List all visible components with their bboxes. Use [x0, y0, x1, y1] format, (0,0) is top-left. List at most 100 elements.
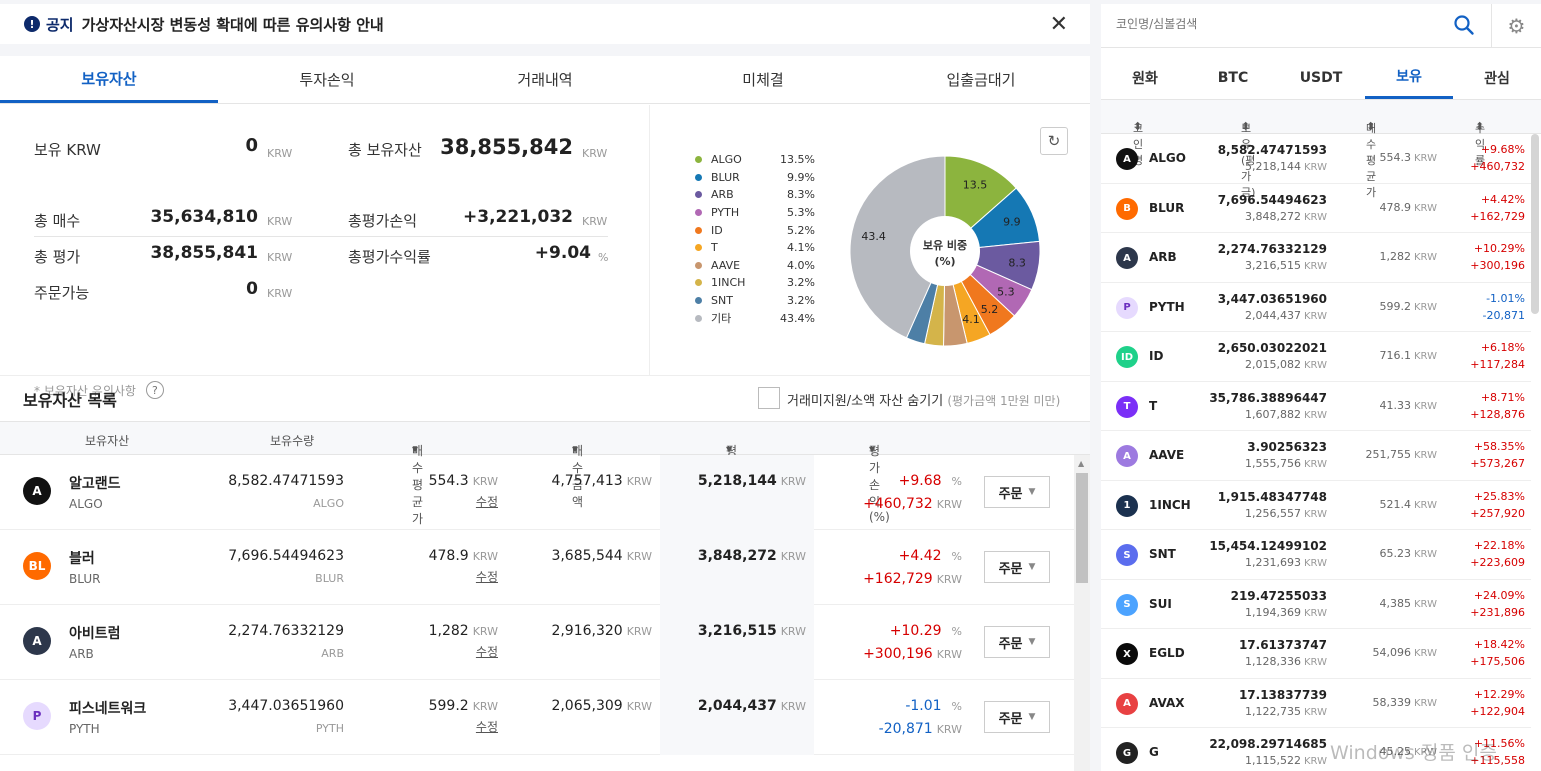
- order-button[interactable]: 주문 ▼: [984, 701, 1050, 733]
- pnl-percent: +10.29%: [890, 623, 962, 639]
- coin-list-scrollbar[interactable]: [1531, 134, 1539, 314]
- coin-row[interactable]: A ARB 2,274.76332129 3,216,515 KRW 1,282 KRW +1…: [1101, 233, 1531, 283]
- edit-avg-link[interactable]: 수정: [475, 495, 498, 509]
- legend-value: 5.3%: [787, 206, 815, 220]
- return-amount: +162,729: [1470, 209, 1525, 223]
- holding-qty: 3,447.03651960: [1217, 291, 1327, 306]
- legend-label: ALGO: [711, 153, 742, 167]
- coin-row[interactable]: B BLUR 7,696.54494623 3,848,272 KRW 478.9 KRW +…: [1101, 184, 1531, 233]
- coin-name[interactable]: 아비트럼: [69, 626, 121, 642]
- unit-label: KRW: [780, 475, 806, 488]
- coin-row[interactable]: P PYTH 3,447.03651960 2,044,437 KRW 599.2 KRW -…: [1101, 283, 1531, 332]
- avg-price: 599.2 KRW: [429, 698, 498, 714]
- tab-owned[interactable]: 보유: [1365, 56, 1453, 99]
- edit-avg-link[interactable]: 수정: [475, 570, 498, 584]
- avg-price: 65.23 KRW: [1380, 547, 1438, 560]
- coin-row[interactable]: ID ID 2,650.03022021 2,015,082 KRW 716.1 KRW +6…: [1101, 332, 1531, 382]
- tab-history[interactable]: 거래내역: [517, 71, 573, 89]
- tab-deposit-withdraw[interactable]: 입출금대기: [946, 71, 1016, 89]
- gear-icon[interactable]: ⚙: [1491, 4, 1541, 48]
- coin-row[interactable]: 1 1INCH 1,915.48347748 1,256,557 KRW 521.4 KRW…: [1101, 481, 1531, 530]
- total-eval-label: 총 평가: [34, 248, 81, 266]
- pie-slice[interactable]: [849, 155, 946, 339]
- unit-label: KRW: [1304, 162, 1327, 173]
- coin-row[interactable]: S SNT 15,454.12499102 1,231,693 KRW 65.23 KRW +…: [1101, 530, 1531, 580]
- eval-amount-value: 5,218,144: [697, 473, 777, 489]
- holding-krw-value: 1,607,882: [1245, 407, 1301, 421]
- alert-icon: !: [24, 16, 40, 32]
- edit-avg-link[interactable]: 수정: [475, 645, 498, 659]
- coin-row[interactable]: T T 35,786.38896447 1,607,882 KRW 41.33 KRW +8.…: [1101, 382, 1531, 431]
- coin-row[interactable]: S SUI 219.47255033 1,194,369 KRW 4,385 KRW +24.…: [1101, 580, 1531, 629]
- rcol-holding-label: 보유(평가금): [1241, 122, 1256, 199]
- coin-search-input[interactable]: [1116, 17, 1416, 31]
- table-row[interactable]: A 아비트럼 ARB 2,274.76332129 ARB 1,282 KRW 수정 2,916…: [0, 605, 1074, 680]
- percent-unit: %: [951, 550, 962, 563]
- help-icon[interactable]: ?: [145, 381, 164, 399]
- scrollbar[interactable]: ▲: [1074, 455, 1090, 771]
- coin-name[interactable]: 블러: [69, 551, 95, 567]
- total-eval-value: 38,855,841: [150, 243, 258, 263]
- avg-price-value: 478.9: [1379, 200, 1412, 214]
- holding-qty-symbol: ALGO: [313, 497, 344, 510]
- refresh-icon[interactable]: ↻: [1040, 127, 1068, 155]
- table-row[interactable]: A 알고랜드 ALGO 8,582.47471593 ALGO 554.3 KRW 수정 4,7…: [0, 455, 1074, 530]
- order-button[interactable]: 주문 ▼: [984, 626, 1050, 658]
- coin-row[interactable]: X EGLD 17.61373747 1,128,336 KRW 54,096 KRW +18…: [1101, 629, 1531, 679]
- coin-logo-icon: A: [23, 477, 51, 505]
- tab-pending[interactable]: 미체결: [742, 71, 784, 89]
- notice-text[interactable]: 가상자산시장 변동성 확대에 따른 유의사항 안내: [81, 15, 384, 34]
- tab-usdt[interactable]: USDT: [1299, 69, 1343, 86]
- holding-krw-value: 5,218,144: [1245, 160, 1301, 173]
- coin-name[interactable]: 피스네트워크: [69, 701, 147, 717]
- coin-symbol: ARB: [69, 647, 94, 661]
- notice-bar[interactable]: ! 공지 가상자산시장 변동성 확대에 따른 유의사항 안내 ✕: [0, 4, 1090, 44]
- legend-item: BLUR 9.9%: [695, 169, 815, 187]
- order-button[interactable]: 주문 ▼: [984, 476, 1050, 508]
- order-button[interactable]: 주문 ▼: [984, 551, 1050, 583]
- coin-row[interactable]: G G 22,098.29714685 1,115,522 KRW 45.25 KRW +11…: [1101, 728, 1531, 771]
- avg-price-value: 65.23: [1379, 547, 1412, 560]
- return-amount: +223,609: [1470, 556, 1525, 569]
- pie-slice-label: 4.1: [962, 313, 980, 326]
- caret-down-icon: ▼: [1028, 712, 1036, 722]
- return-percent: +25.83%: [1473, 489, 1525, 503]
- edit-avg-link[interactable]: 수정: [475, 720, 498, 734]
- avg-price: 1,282 KRW: [429, 623, 498, 639]
- coin-name[interactable]: 알고랜드: [69, 476, 121, 492]
- hide-small-label[interactable]: 거래미지원/소액 자산 숨기기 (평가금액 1만원 미만): [787, 390, 1060, 409]
- pnl-amount-value: +300,196: [863, 646, 933, 662]
- total-rate-label: 총평가수익률: [348, 248, 431, 266]
- unit-label: KRW: [1304, 756, 1327, 767]
- close-icon[interactable]: ✕: [1049, 12, 1068, 37]
- table-row[interactable]: BL 블러 BLUR 7,696.54494623 BLUR 478.9 KRW 수정 3,68…: [0, 530, 1074, 605]
- coin-row[interactable]: A AAVE 3.90256323 1,555,756 KRW 251,755 KRW +58…: [1101, 431, 1531, 481]
- legend-label: T: [711, 241, 718, 255]
- sort-icon: ⬍: [1241, 120, 1251, 133]
- sort-icon: ⬍: [1366, 120, 1376, 133]
- hide-small-text: 거래미지원/소액 자산 숨기기: [787, 394, 944, 409]
- pie-slice-label: 43.4: [861, 230, 886, 243]
- table-row[interactable]: P 피스네트워크 PYTH 3,447.03651960 PYTH 599.2 KRW 수정 2…: [0, 680, 1074, 755]
- tab-holdings[interactable]: 보유자산: [0, 56, 218, 103]
- coin-row[interactable]: A ALGO 8,582.47471593 5,218,144 KRW 554.3 KRW +…: [1101, 134, 1531, 184]
- scroll-up-icon[interactable]: ▲: [1078, 459, 1085, 468]
- hide-small-checkbox[interactable]: [758, 387, 780, 409]
- unit-label: KRW: [472, 700, 498, 713]
- krw-value: 0: [245, 135, 258, 156]
- pnl-percent-value: -1.01: [905, 698, 942, 714]
- coin-row[interactable]: A AVAX 17.13837739 1,122,735 KRW 58,339 KRW +12…: [1101, 679, 1531, 728]
- tab-favorite[interactable]: 관심: [1484, 70, 1510, 87]
- search-icon[interactable]: [1453, 14, 1475, 36]
- holding-krw-value: 1,128,336: [1245, 655, 1301, 668]
- sort-icon: ⬍: [1475, 120, 1485, 133]
- unit-label: KRW: [1414, 351, 1437, 362]
- tab-krw[interactable]: 원화: [1132, 70, 1158, 87]
- unit-label: KRW: [472, 550, 498, 563]
- holding-qty: 2,274.76332129: [228, 623, 344, 639]
- unit-label: KRW: [936, 573, 962, 586]
- coin-list-panel: ⚙ 원화 BTC USDT 보유 관심 코인명 ⬍ 보유(평가금) ⬍ 매수평균…: [1101, 4, 1541, 771]
- tab-btc[interactable]: BTC: [1217, 69, 1249, 86]
- tab-pnl[interactable]: 투자손익: [299, 71, 355, 89]
- scrollbar-thumb[interactable]: [1076, 473, 1088, 583]
